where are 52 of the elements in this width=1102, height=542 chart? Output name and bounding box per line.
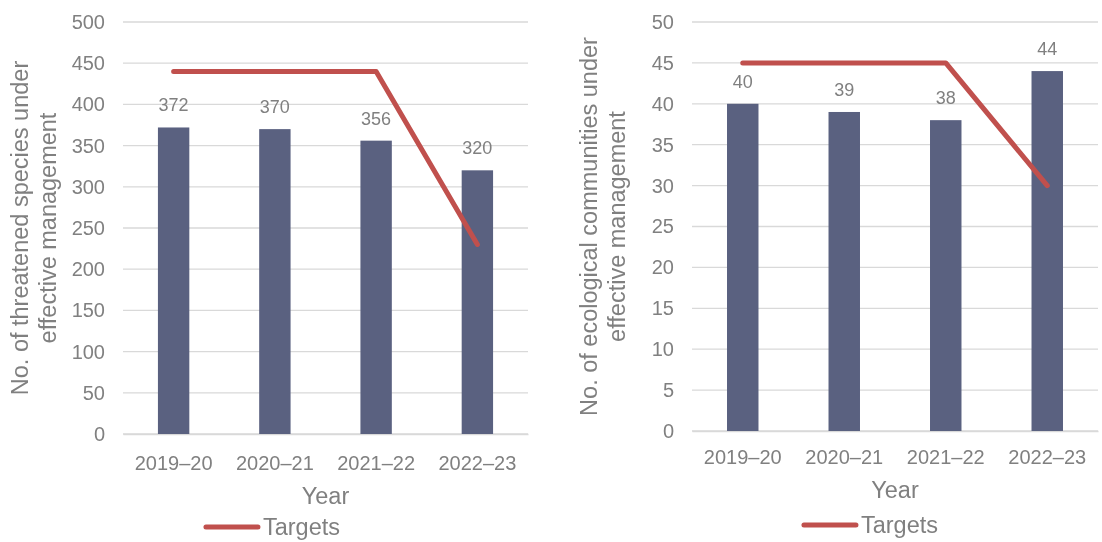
x-tick-label: 2022–23	[1008, 446, 1087, 468]
y-tick-label: 250	[71, 216, 105, 239]
x-tick-label: 2022–23	[438, 452, 517, 474]
x-tick-label: 2020–21	[805, 446, 884, 468]
legend-label: Targets	[860, 512, 939, 538]
x-axis-title: Year	[871, 477, 919, 503]
data-label: 320	[462, 138, 493, 159]
y-tick-label: 200	[71, 258, 105, 281]
y-tick-label: 25	[651, 215, 674, 238]
data-label: 40	[732, 71, 753, 92]
y-axis-title: No. of ecological communities under effective management	[576, 36, 630, 416]
y-tick-label: 450	[71, 52, 105, 75]
x-tick-label: 2019–20	[134, 452, 213, 474]
legend-label: Targets	[262, 514, 341, 540]
x-tick-label: 2021–22	[906, 446, 985, 468]
bar	[259, 129, 291, 434]
bar	[930, 120, 962, 431]
y-tick-label: 300	[71, 175, 105, 198]
y-tick-label: 50	[82, 381, 105, 404]
y-tick-label: 30	[651, 174, 674, 197]
data-label: 38	[935, 88, 956, 109]
y-tick-label: 150	[71, 299, 105, 322]
y-tick-label: 10	[651, 338, 674, 361]
y-tick-label: 0	[93, 422, 105, 445]
y-tick-label: 50	[651, 10, 674, 33]
bar	[828, 111, 860, 431]
data-label: 372	[158, 95, 189, 116]
x-tick-label: 2020–21	[235, 452, 314, 474]
y-tick-label: 500	[71, 10, 105, 33]
data-label: 370	[259, 97, 290, 118]
data-label: 44	[1037, 39, 1058, 60]
bar	[1031, 71, 1063, 431]
y-tick-label: 350	[71, 134, 105, 157]
y-tick-label: 400	[71, 93, 105, 116]
data-label: 356	[361, 108, 392, 129]
x-axis-title: Year	[301, 483, 350, 509]
y-tick-label: 45	[651, 51, 674, 74]
x-tick-label: 2021–22	[337, 452, 416, 474]
y-tick-label: 35	[651, 133, 674, 156]
y-tick-label: 100	[71, 340, 105, 363]
bar	[360, 140, 392, 434]
bar	[727, 103, 759, 431]
y-tick-label: 0	[662, 419, 674, 442]
bar	[157, 127, 190, 434]
y-tick-label: 5	[662, 379, 674, 401]
bar	[461, 170, 494, 434]
x-tick-label: 2019–20	[703, 446, 782, 468]
y-tick-label: 40	[651, 92, 674, 115]
y-tick-label: 20	[651, 256, 674, 279]
y-axis-title: No. of threatened species under effective management	[7, 60, 61, 396]
y-tick-label: 15	[651, 297, 674, 320]
data-label: 39	[834, 79, 855, 100]
